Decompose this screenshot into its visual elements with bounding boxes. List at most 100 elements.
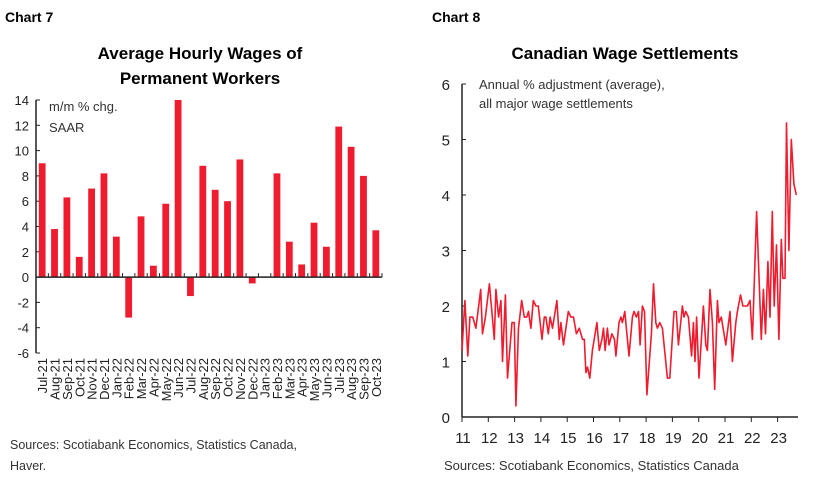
x-tick-label: 20	[691, 430, 708, 447]
bar	[125, 277, 133, 318]
x-tick-label: Oct-22	[221, 358, 236, 397]
bar	[322, 246, 330, 278]
x-tick-label: Sep-21	[60, 358, 75, 400]
x-tick-label: 12	[481, 430, 498, 447]
x-tick-label: Aug-22	[196, 358, 211, 400]
chart-8-annotation-1: Annual % adjustment (average),	[479, 77, 665, 92]
y-tick-label: 14	[15, 93, 29, 108]
x-tick-label: Feb-23	[270, 358, 285, 399]
x-tick-label: Sep-23	[356, 358, 371, 400]
x-tick-label: Feb-22	[122, 358, 137, 399]
y-tick-label: 4	[442, 188, 450, 205]
bar	[199, 165, 207, 278]
bar	[335, 126, 343, 278]
chart-7-label: Chart 7	[5, 9, 53, 25]
x-tick-label: 13	[507, 430, 524, 447]
bar	[75, 256, 83, 278]
chart-7-source-1: Sources: Scotiabank Economics, Statistic…	[10, 438, 297, 452]
x-tick-label: May-22	[159, 358, 174, 401]
x-tick-label: Jun-23	[319, 358, 334, 398]
chart-7-title-line1: Average Hourly Wages of	[98, 44, 303, 63]
chart-7-source-2: Haver.	[10, 459, 46, 473]
x-tick-label: Oct-23	[369, 358, 384, 397]
x-tick-label: Jun-22	[171, 358, 186, 398]
bar	[100, 173, 108, 278]
bar	[38, 163, 46, 278]
x-tick-label: Jul-22	[183, 358, 198, 393]
chart-7-annotation-2: SAAR	[49, 120, 84, 135]
bar	[174, 100, 182, 278]
bar	[149, 265, 157, 278]
x-tick-label: 18	[639, 430, 656, 447]
series-line	[461, 122, 798, 407]
x-tick-label: Dec-21	[97, 358, 112, 400]
chart-7-annotation-1: m/m % chg.	[49, 99, 118, 114]
x-tick-label: 23	[770, 430, 787, 447]
chart-8-label: Chart 8	[432, 9, 480, 25]
bar	[224, 201, 231, 278]
bar	[51, 229, 58, 278]
chart-8-source: Sources: Scotiabank Economics, Statistic…	[444, 458, 740, 473]
y-tick-label: -4	[17, 321, 29, 336]
bar	[88, 188, 96, 278]
x-tick-label: 17	[612, 430, 629, 447]
bar	[360, 175, 367, 278]
x-tick-label: 11	[455, 430, 471, 447]
x-tick-label: 21	[718, 430, 735, 447]
x-tick-label: Sep-22	[208, 358, 223, 400]
bar	[137, 216, 145, 278]
y-tick-label: 8	[22, 169, 29, 184]
x-tick-label: May-23	[307, 358, 322, 401]
x-tick-label: Aug-21	[48, 358, 63, 400]
x-tick-label: Dec-22	[245, 358, 260, 400]
y-tick-label: 1	[442, 355, 450, 372]
x-tick-label: Aug-23	[344, 358, 359, 400]
bar	[63, 197, 71, 278]
x-tick-label: Mar-22	[134, 358, 149, 399]
bar	[236, 159, 244, 278]
x-tick-label: 22	[744, 430, 761, 447]
bar	[211, 189, 219, 278]
y-tick-label: 10	[15, 144, 29, 159]
x-tick-label: Jan-22	[109, 358, 124, 398]
bar	[285, 241, 293, 278]
bar	[347, 146, 355, 278]
y-tick-label: -6	[17, 346, 29, 361]
x-tick-label: Apr-23	[295, 358, 310, 397]
x-tick-label: Nov-21	[85, 358, 100, 400]
bar	[372, 230, 380, 278]
chart-7: Chart 7 Average Hourly Wages of Permanen…	[5, 9, 384, 473]
y-tick-label: 2	[22, 245, 29, 260]
x-tick-label: 14	[534, 430, 551, 447]
bar	[187, 277, 194, 297]
chart-8-annotation-2: all major wage settlements	[479, 96, 633, 111]
x-tick-label: 16	[586, 430, 603, 447]
y-tick-label: 6	[442, 77, 450, 94]
y-tick-label: 5	[442, 133, 450, 150]
y-tick-label: 3	[442, 244, 450, 261]
x-tick-label: 19	[665, 430, 682, 447]
chart-8: Chart 8 Canadian Wage Settlements Annual…	[432, 9, 798, 473]
y-tick-label: -2	[17, 295, 29, 310]
y-tick-label: 0	[22, 270, 29, 285]
bar	[310, 222, 318, 278]
x-tick-label: 15	[560, 430, 577, 447]
bar	[248, 277, 256, 284]
bar	[298, 264, 306, 278]
x-tick-label: Oct-21	[72, 358, 87, 397]
chart-7-title-line2: Permanent Workers	[120, 69, 280, 88]
y-tick-label: 12	[15, 118, 29, 133]
bar	[162, 203, 170, 278]
x-tick-label: Jul-23	[332, 358, 347, 393]
x-tick-label: Nov-22	[233, 358, 248, 400]
y-tick-label: 2	[442, 299, 450, 316]
x-tick-label: Jan-23	[258, 358, 273, 398]
x-tick-label: Apr-22	[146, 358, 161, 397]
x-tick-label: Mar-23	[282, 358, 297, 399]
chart-8-title: Canadian Wage Settlements	[511, 44, 738, 63]
y-tick-label: 0	[442, 410, 450, 427]
bar	[273, 173, 281, 278]
bar	[112, 236, 120, 278]
y-tick-label: 4	[22, 220, 29, 235]
